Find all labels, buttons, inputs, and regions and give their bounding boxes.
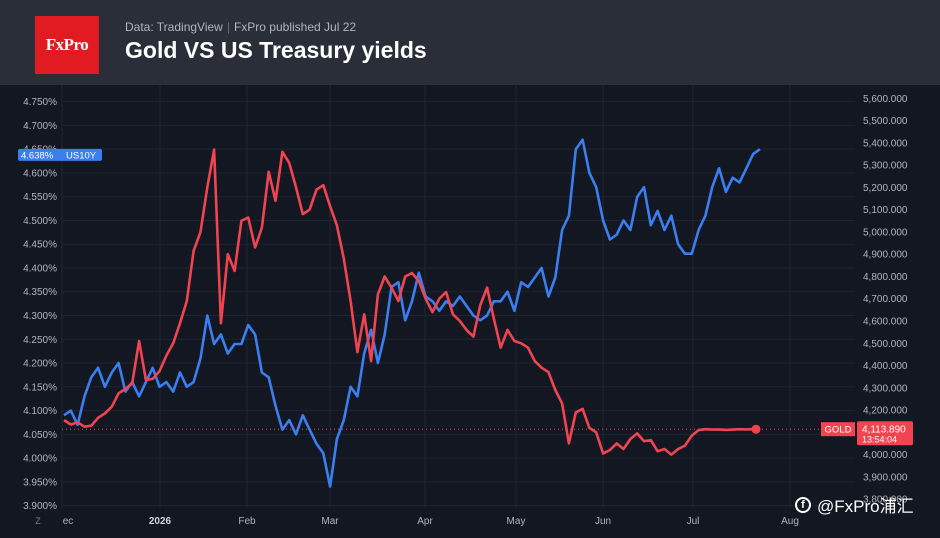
right-tick-label: 4,200.000 bbox=[863, 406, 908, 417]
x-tick-label: ec bbox=[63, 516, 74, 527]
gold-value-badge bbox=[857, 421, 913, 446]
right-tick-label: 5,100.000 bbox=[863, 205, 908, 216]
left-tick-label: 4.350% bbox=[23, 287, 57, 298]
axis-marker-icon: Z bbox=[35, 516, 41, 526]
header-bar: FxPro Data: TradingView | FxPro published … bbox=[0, 0, 940, 85]
fxpro-logo: FxPro bbox=[35, 16, 99, 74]
us10y-last-value: 4.638% bbox=[21, 150, 54, 161]
x-tick-label: Mar bbox=[321, 516, 339, 527]
left-tick-label: 4.000% bbox=[23, 454, 57, 465]
right-axis-ticks: 5,600.000 5,500.000 5,400.000 5,300.000 5,20… bbox=[863, 94, 908, 506]
watermark: f @FxPro浦汇 bbox=[795, 492, 914, 517]
x-axis-ticks: ec 2026 Feb Mar Apr May Jun Jul Aug Z bbox=[35, 516, 799, 527]
right-tick-label: 5,300.000 bbox=[863, 161, 908, 172]
right-tick-label: 3,900.000 bbox=[863, 472, 908, 483]
x-tick-label: Feb bbox=[238, 516, 256, 527]
left-tick-label: 4.300% bbox=[23, 311, 57, 322]
right-tick-label: 4,500.000 bbox=[863, 339, 908, 350]
right-tick-label: 4,300.000 bbox=[863, 383, 908, 394]
right-tick-label: 5,200.000 bbox=[863, 183, 908, 194]
left-tick-label: 4.250% bbox=[23, 335, 57, 346]
left-tick-label: 4.050% bbox=[23, 430, 57, 441]
right-tick-label: 5,400.000 bbox=[863, 138, 908, 149]
left-tick-label: 4.100% bbox=[23, 406, 57, 417]
x-tick-label: 2026 bbox=[149, 516, 172, 527]
data-source-text: Data: TradingView bbox=[125, 20, 223, 34]
facebook-icon: f bbox=[795, 496, 811, 513]
chart-source: Data: TradingView | FxPro published Jul 22 bbox=[125, 20, 356, 34]
separator-icon: | bbox=[226, 20, 230, 34]
chart-title: Gold VS US Treasury yields bbox=[125, 37, 427, 63]
left-tick-label: 3.900% bbox=[23, 501, 57, 512]
gold-countdown: 13:54:04 bbox=[862, 435, 897, 445]
series-lines bbox=[63, 138, 761, 488]
right-tick-label: 4,400.000 bbox=[863, 361, 908, 372]
us10y-series-label: US10Y bbox=[66, 150, 97, 161]
right-tick-label: 4,600.000 bbox=[863, 316, 908, 327]
x-tick-label: May bbox=[507, 516, 526, 527]
watermark-text: @FxPro浦汇 bbox=[817, 497, 914, 516]
left-tick-label: 4.500% bbox=[23, 216, 57, 227]
left-axis-ticks: 4.750%4.700%4.650%4.600%4.550%4.500%4.45… bbox=[23, 97, 57, 512]
us10y-value-badge bbox=[18, 148, 102, 161]
x-tick-label: Jul bbox=[687, 516, 700, 527]
gold-last-point bbox=[751, 424, 761, 434]
left-tick-label: 4.600% bbox=[23, 168, 57, 179]
left-tick-label: 3.950% bbox=[23, 477, 57, 488]
us10y-line bbox=[63, 138, 761, 488]
chart-grid bbox=[61, 85, 855, 508]
right-tick-label: 4,800.000 bbox=[863, 272, 908, 283]
right-tick-label: 4,900.000 bbox=[863, 250, 908, 261]
left-tick-label: 4.550% bbox=[23, 192, 57, 203]
left-tick-label: 4.750% bbox=[23, 97, 57, 108]
right-tick-label: 5,600.000 bbox=[863, 94, 908, 105]
published-text: FxPro published Jul 22 bbox=[233, 20, 357, 34]
left-tick-label: 4.150% bbox=[23, 382, 57, 393]
gold-name-badge bbox=[821, 422, 855, 437]
right-tick-label: 4,700.000 bbox=[863, 294, 908, 305]
left-tick-label: 4.450% bbox=[23, 240, 57, 251]
gold-series-label: GOLD bbox=[825, 425, 852, 436]
right-tick-label: 3,800.000 bbox=[863, 495, 908, 506]
x-tick-label: Aug bbox=[781, 516, 799, 527]
x-tick-label: Apr bbox=[417, 516, 433, 527]
x-tick-label: Jun bbox=[595, 516, 611, 527]
right-tick-label: 4,000.000 bbox=[863, 450, 908, 461]
left-tick-label: 4.700% bbox=[23, 121, 57, 132]
left-tick-label: 4.400% bbox=[23, 263, 57, 274]
chart-area: 4.750%4.700%4.650%4.600%4.550%4.500%4.45… bbox=[18, 85, 913, 527]
right-tick-label: 5,000.000 bbox=[863, 227, 908, 238]
gold-line bbox=[63, 148, 760, 456]
right-tick-label: 5,500.000 bbox=[863, 116, 908, 127]
left-tick-label: 4.200% bbox=[23, 359, 57, 370]
gold-last-value: 4,113.890 bbox=[862, 425, 906, 436]
